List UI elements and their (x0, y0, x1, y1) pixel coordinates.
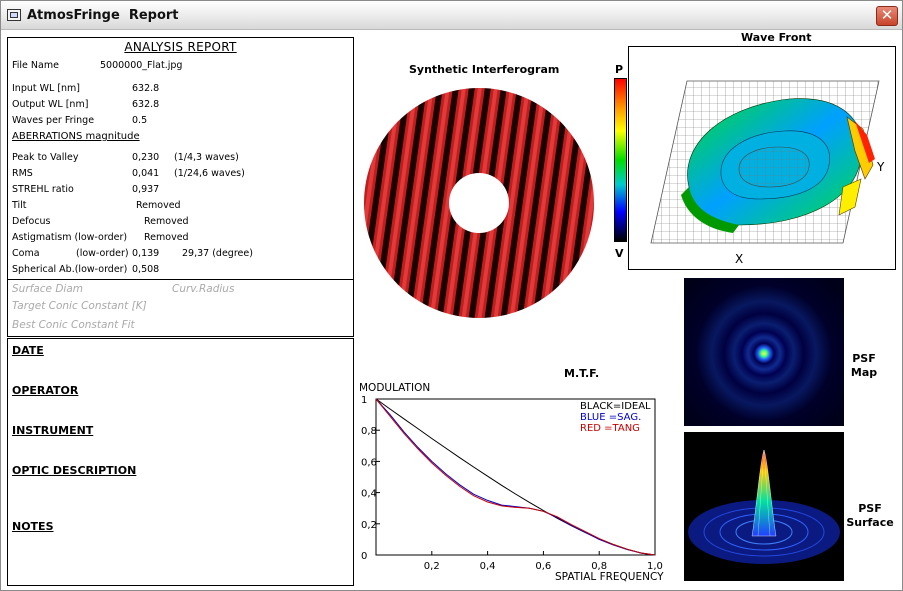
interferogram-title: Synthetic Interferogram (409, 63, 560, 76)
curv-radius-label: Curv.Radius (172, 283, 235, 295)
p2v-note: (1/4,3 waves) (174, 152, 239, 163)
close-icon: ✕ (880, 6, 894, 24)
psf-map-label: PSF Map (849, 352, 879, 380)
astigmatism-label: Astigmatism (low-order) (12, 232, 128, 243)
mtf-x-tick-label: 0,8 (591, 561, 607, 572)
output-wl-value: 632.8 (132, 99, 160, 110)
window-title: AtmosFringe Report (27, 8, 179, 23)
legend-ideal: BLACK=IDEAL (580, 401, 651, 412)
scale-valley-label: V (615, 247, 624, 260)
defocus-label: Defocus (12, 216, 51, 227)
mtf-chart: MODULATION SPATIAL FREQUENCY 0 0,2 0,4 0,6 0… (359, 382, 664, 583)
file-name-label: File Name (12, 60, 59, 71)
mtf-y-tick-label: 0,4 (361, 489, 377, 500)
report-content: ANALYSIS REPORT File Name 5000000_Flat.j… (1, 30, 902, 590)
mtf-y-tick-label: 0 (361, 551, 367, 562)
color-scale-bar (614, 78, 627, 242)
wavefront-title: Wave Front (741, 31, 812, 44)
title-bar: AtmosFringe Report ✕ (1, 1, 902, 30)
strehl-value: 0,937 (132, 184, 160, 195)
mtf-y-axis-label: MODULATION (359, 382, 430, 394)
file-name-value: 5000000_Flat.jpg (100, 60, 183, 71)
date-heading: DATE (12, 344, 44, 357)
wavefront-panel: X Y (628, 46, 896, 270)
analysis-report-panel: ANALYSIS REPORT File Name 5000000_Flat.j… (7, 37, 354, 337)
mtf-sag-line (375, 398, 656, 556)
wavefront-plot: X Y (650, 80, 885, 266)
mtf-y-tick-label: 0,6 (361, 457, 377, 468)
waves-value: 0.5 (132, 115, 148, 126)
divider (8, 279, 353, 280)
report-title: ANALYSIS REPORT (124, 40, 237, 54)
mtf-plot-frame (375, 398, 656, 556)
best-conic-label: Best Conic Constant Fit (12, 319, 135, 331)
p2v-value: 0,230 (132, 152, 160, 163)
coma-order: (low-order) (76, 248, 129, 259)
psf-map-image (684, 278, 844, 426)
legend-sag: BLUE =SAG. (580, 412, 641, 423)
legend-tang: RED =TANG (580, 423, 640, 434)
psf-map-label-line1: PSF (852, 352, 876, 365)
mtf-y-tick-label: 0,8 (361, 426, 377, 437)
psf-surface-label-line1: PSF (858, 502, 882, 515)
mtf-x-tick-label: 0,4 (480, 561, 496, 572)
psf-surface-label: PSF Surface (845, 502, 895, 530)
aberrations-heading: ABERRATIONS magnitude (12, 131, 140, 142)
wavefront-y-axis-label: Y (876, 160, 885, 174)
target-conic-label: Target Conic Constant [K] (12, 300, 147, 312)
notes-heading: NOTES (12, 520, 54, 533)
rms-label: RMS (12, 168, 33, 179)
coma-value: 0,139 (132, 248, 160, 259)
psf-surface-image (684, 432, 844, 581)
close-button[interactable]: ✕ (876, 6, 898, 26)
spherical-value: 0,508 (132, 264, 160, 275)
mtf-x-tick-label: 1,0 (647, 561, 663, 572)
instrument-heading: INSTRUMENT (12, 424, 94, 437)
output-wl-label: Output WL [nm] (12, 99, 89, 110)
app-icon (7, 9, 21, 21)
tilt-value: Removed (136, 200, 181, 211)
scale-peak-label: P (615, 63, 624, 76)
psf-map-label-line2: Map (850, 366, 878, 379)
mtf-y-tick-label: 1 (361, 395, 367, 406)
input-wl-label: Input WL [nm] (12, 83, 81, 94)
input-wl-value: 632.8 (132, 83, 160, 94)
psf-surface-label-line2: Surface (846, 516, 894, 529)
coma-label: Coma (12, 248, 40, 259)
mtf-tang-line (375, 398, 656, 556)
astigmatism-value: Removed (144, 232, 189, 243)
operator-heading: OPERATOR (12, 384, 79, 397)
tilt-label: Tilt (12, 200, 27, 211)
info-panel: DATE OPERATOR INSTRUMENT OPTIC DESCRIPTI… (7, 338, 354, 586)
mtf-x-tick-label: 0,6 (535, 561, 551, 572)
coma-angle: 29,37 (degree) (182, 248, 253, 259)
strehl-label: STREHL ratio (12, 184, 74, 195)
waves-label: Waves per Fringe (12, 115, 95, 126)
p2v-label: Peak to Valley (12, 152, 79, 163)
interferogram-image (361, 87, 597, 319)
optic-description-heading: OPTIC DESCRIPTION (12, 464, 137, 477)
mtf-title: M.T.F. (564, 367, 600, 380)
spherical-label: Spherical Ab.(low-order) (12, 264, 128, 275)
surface-diam-label: Surface Diam (12, 283, 84, 295)
defocus-value: Removed (144, 216, 189, 227)
mtf-y-tick-label: 0,2 (361, 520, 377, 531)
rms-value: 0,041 (132, 168, 160, 179)
rms-note: (1/24,6 waves) (174, 168, 245, 179)
mtf-x-axis-label: SPATIAL FREQUENCY (555, 571, 664, 583)
mtf-x-tick-label: 0,2 (424, 561, 440, 572)
wavefront-x-axis-label: X (735, 252, 743, 266)
